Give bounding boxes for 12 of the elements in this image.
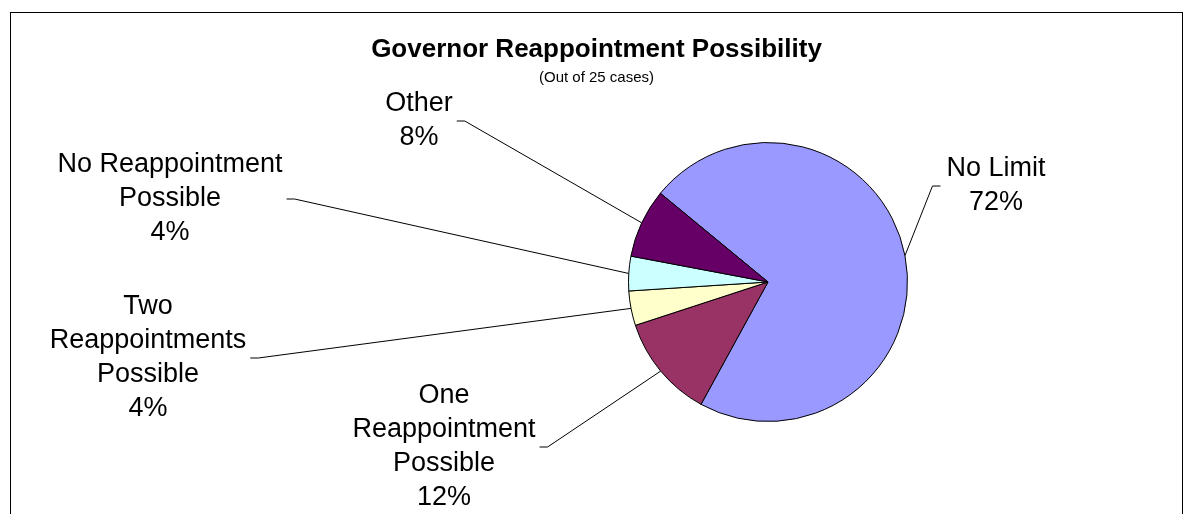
- slice-label: Two Reappointments Possible: [49, 290, 247, 389]
- chart-title: Governor Reappointment Possibility: [370, 32, 823, 64]
- slice-label: One Reappointment Possible: [352, 379, 537, 478]
- slice-label: No Limit: [946, 152, 1046, 183]
- data-label: 4%: [128, 392, 168, 423]
- slice-label: Other: [385, 87, 453, 118]
- data-label: 8%: [399, 121, 439, 152]
- chart-subtitle: (Out of 25 cases): [537, 68, 656, 86]
- data-label: 72%: [968, 186, 1024, 217]
- data-label: 4%: [150, 216, 190, 247]
- slice-label: No Reappointment Possible: [57, 148, 284, 213]
- data-label: 12%: [416, 481, 472, 512]
